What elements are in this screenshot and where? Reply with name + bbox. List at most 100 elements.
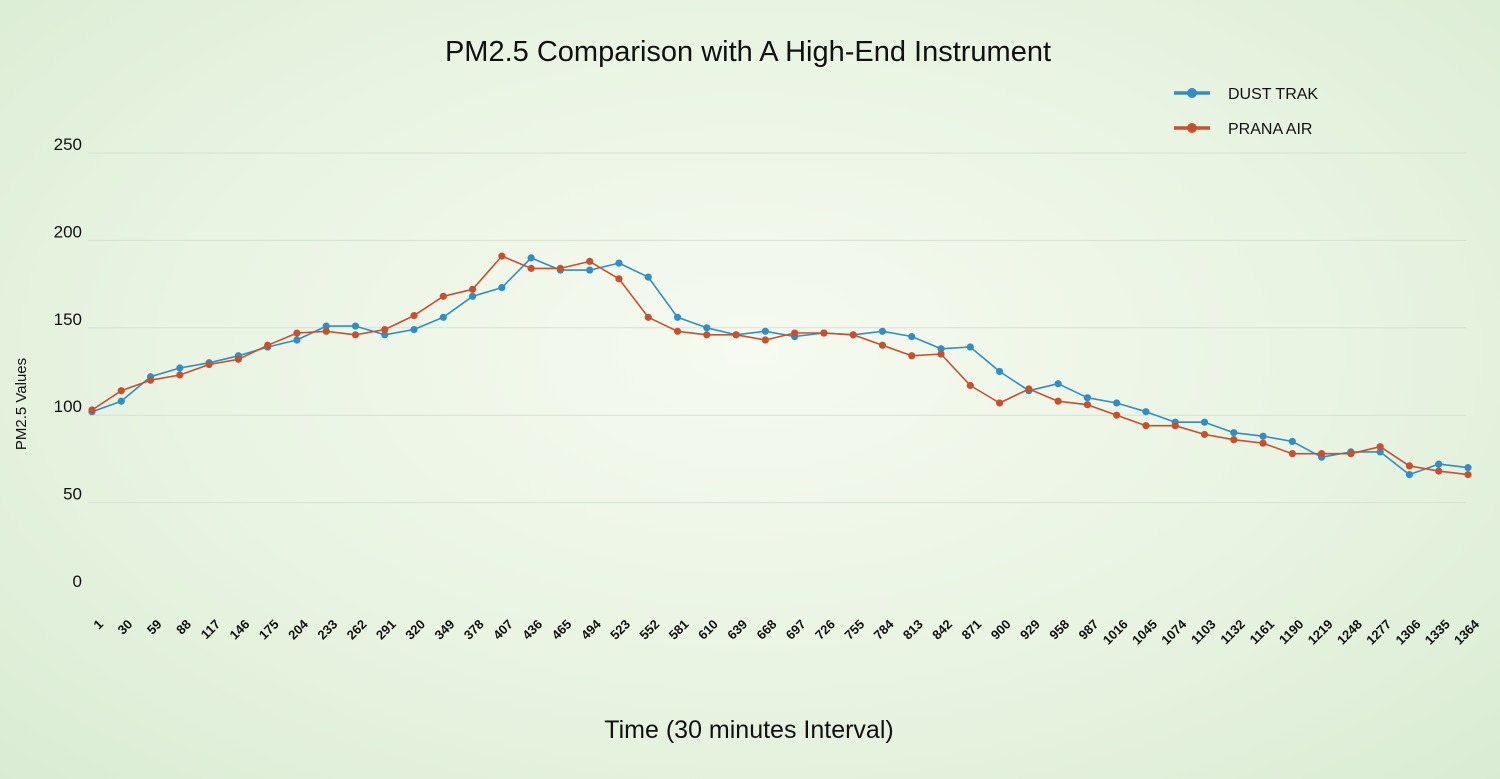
- data-point-prana-air: [937, 350, 945, 358]
- legend-marker-dust-trak: [1187, 88, 1197, 98]
- x-tick-label: 204: [285, 616, 311, 642]
- x-tick-label: 30: [115, 617, 136, 638]
- x-tick-label: 1045: [1129, 617, 1160, 648]
- x-tick-label: 755: [841, 617, 867, 643]
- data-point-prana-air: [1288, 450, 1296, 458]
- data-point-prana-air: [615, 275, 623, 283]
- data-point-prana-air: [791, 329, 799, 337]
- x-tick-label: 1364: [1451, 616, 1483, 648]
- data-point-prana-air: [264, 341, 272, 349]
- x-tick-label: 668: [754, 617, 780, 643]
- data-point-prana-air: [410, 311, 418, 320]
- x-tick-label: 407: [490, 617, 516, 643]
- data-point-dust-trak: [117, 397, 125, 405]
- data-point-prana-air: [761, 336, 769, 344]
- x-tick-label: 1219: [1305, 617, 1336, 648]
- data-point-dust-trak: [1405, 471, 1414, 479]
- x-tick-label: 784: [871, 616, 897, 642]
- x-tick-label: 262: [344, 617, 370, 643]
- x-tick-label: 813: [900, 617, 926, 643]
- data-point-prana-air: [1405, 462, 1414, 470]
- data-point-dust-trak: [1376, 448, 1384, 456]
- data-point-prana-air: [878, 341, 887, 349]
- data-point-prana-air: [381, 325, 389, 334]
- series-prana-air: [88, 252, 1472, 479]
- data-point-prana-air: [586, 257, 594, 265]
- x-tick-label: 1074: [1158, 616, 1190, 648]
- data-point-prana-air: [351, 331, 360, 339]
- x-tick-label: 726: [812, 617, 838, 643]
- x-tick-label: 697: [783, 617, 809, 643]
- y-tick-label: 150: [54, 310, 82, 329]
- x-tick-label: 987: [1076, 617, 1102, 643]
- chart-title: PM2.5 Comparison with A High-End Instrum…: [445, 36, 1051, 68]
- y-axis-label: PM2.5 Values: [13, 358, 30, 450]
- data-point-dust-trak: [293, 336, 301, 344]
- data-point-dust-trak: [1200, 418, 1209, 426]
- data-point-dust-trak: [322, 322, 330, 330]
- x-tick-label: 175: [256, 617, 282, 643]
- x-tick-label: 378: [461, 617, 487, 643]
- data-point-prana-air: [234, 355, 242, 363]
- y-axis-ticks: 0 50 100 150 200 250: [54, 135, 82, 591]
- data-point-prana-air: [1113, 411, 1121, 419]
- data-point-dust-trak: [1259, 432, 1267, 440]
- y-tick-label: 100: [54, 397, 82, 416]
- data-point-prana-air: [146, 376, 155, 384]
- x-tick-label: 1190: [1276, 617, 1307, 648]
- legend-label-dust-trak: DUST TRAK: [1228, 86, 1318, 103]
- data-point-prana-air: [322, 327, 330, 335]
- data-point-prana-air: [849, 331, 857, 339]
- data-point-dust-trak: [878, 327, 887, 335]
- legend-item-dust-trak: DUST TRAK: [1174, 86, 1318, 103]
- data-point-dust-trak: [468, 292, 477, 300]
- data-point-prana-air: [468, 285, 477, 293]
- legend: DUST TRAK PRANA AIR: [1174, 86, 1318, 138]
- x-tick-label: 1248: [1334, 617, 1365, 648]
- legend-marker-prana-air: [1187, 123, 1197, 133]
- data-point-prana-air: [820, 329, 828, 337]
- x-tick-label: 871: [958, 617, 984, 643]
- data-point-dust-trak: [908, 332, 916, 341]
- data-point-prana-air: [1464, 471, 1472, 479]
- x-tick-label: 1016: [1100, 617, 1131, 648]
- x-tick-label: 291: [373, 617, 399, 643]
- data-point-dust-trak: [498, 283, 506, 292]
- y-tick-label: 0: [73, 572, 82, 591]
- data-point-dust-trak: [703, 324, 711, 332]
- data-point-prana-air: [1259, 439, 1267, 447]
- data-point-dust-trak: [527, 254, 535, 262]
- data-point-dust-trak: [410, 325, 418, 334]
- data-point-prana-air: [527, 264, 535, 272]
- data-point-prana-air: [556, 264, 565, 272]
- series-lines: [88, 252, 1472, 479]
- x-tick-label: 1277: [1363, 617, 1394, 648]
- x-tick-label: 349: [431, 617, 457, 643]
- data-point-prana-air: [1347, 450, 1355, 458]
- x-tick-label: 523: [607, 617, 633, 643]
- data-point-dust-trak: [995, 367, 1004, 376]
- data-point-prana-air: [1318, 450, 1326, 458]
- data-point-prana-air: [1054, 397, 1062, 405]
- data-point-dust-trak: [644, 273, 652, 281]
- data-point-dust-trak: [351, 322, 360, 330]
- data-point-prana-air: [1376, 443, 1384, 451]
- x-tick-label: 1335: [1422, 617, 1453, 648]
- legend-label-prana-air: PRANA AIR: [1228, 121, 1312, 138]
- y-tick-label: 200: [54, 222, 82, 241]
- data-point-dust-trak: [1054, 380, 1062, 388]
- x-tick-label: 117: [198, 617, 223, 642]
- x-axis-ticks: 1 30 59 88 117 146 175 204 233 262 291 320 349 378 407…: [90, 616, 1482, 648]
- data-point-dust-trak: [586, 266, 594, 274]
- y-tick-label: 250: [54, 135, 82, 154]
- data-point-dust-trak: [761, 327, 769, 335]
- x-tick-label: 465: [549, 617, 575, 643]
- data-point-dust-trak: [1435, 460, 1443, 468]
- x-tick-label: 610: [695, 617, 721, 643]
- y-tick-label: 50: [63, 485, 82, 504]
- data-point-prana-air: [995, 399, 1004, 407]
- data-point-prana-air: [1171, 422, 1179, 430]
- data-point-prana-air: [908, 352, 916, 360]
- data-point-dust-trak: [381, 331, 389, 339]
